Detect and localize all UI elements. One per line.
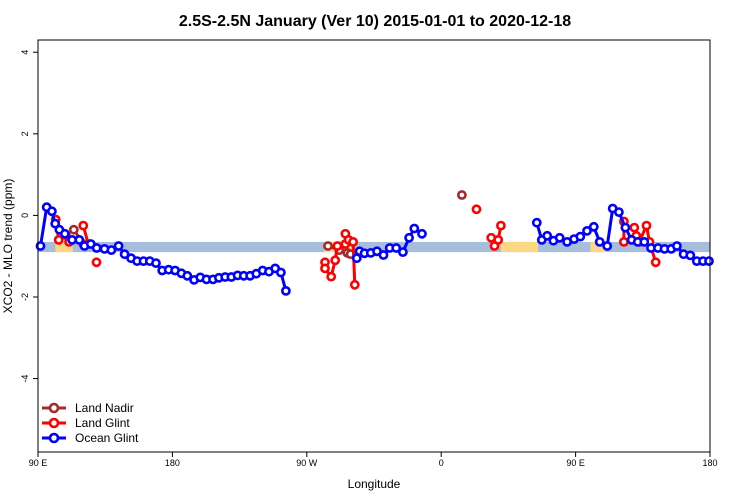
ocean-glint-point [275, 267, 286, 278]
land-glint-point [349, 279, 360, 290]
land-glint-point [326, 271, 337, 282]
legend-item-land-nadir: Land Nadir [42, 401, 134, 415]
x-tick-label: 90 E [566, 458, 585, 468]
legend-label: Land Nadir [75, 401, 134, 415]
ocean-glint-point [575, 231, 586, 242]
series-ocean-glint [35, 202, 714, 296]
land-glint-point [332, 241, 343, 251]
land-glint-point [619, 236, 629, 247]
ocean-glint-point [60, 228, 70, 239]
ocean-glint-point [542, 230, 553, 241]
y-tick-label: 0 [20, 213, 30, 218]
band-highlight [55, 241, 73, 253]
ocean-glint-point [378, 250, 389, 260]
ocean-glint-point [106, 245, 117, 255]
legend-label: Ocean Glint [75, 431, 139, 445]
ocean-glint-point [704, 256, 714, 266]
ocean-glint-point [35, 241, 46, 251]
x-tick-label: 90 E [29, 458, 48, 468]
legend-label: Land Glint [75, 416, 130, 430]
land-glint-point [641, 220, 652, 231]
ocean-glint-point [582, 225, 592, 236]
y-axis-title: XCO2 - MLO trend (ppm) [1, 179, 15, 314]
x-tick-label: 90 W [296, 458, 318, 468]
land-glint-point [78, 220, 89, 231]
y-tick-label: 2 [20, 131, 30, 136]
y-tick-label: -2 [20, 293, 30, 301]
ocean-glint-point [74, 234, 85, 245]
ocean-glint-point [182, 270, 193, 281]
legend-item-ocean-glint: Ocean Glint [42, 431, 139, 445]
band-highlight [500, 241, 539, 253]
ocean-glint-point [639, 236, 650, 247]
legend-swatch-marker [48, 402, 60, 414]
ocean-glint-point [554, 232, 565, 243]
ocean-glint-point [672, 241, 682, 251]
land-glint-point [330, 255, 341, 266]
land-glint-point [650, 257, 661, 268]
y-axis: -4 -2 0 2 4 [20, 50, 38, 383]
ocean-glint-point [91, 243, 102, 253]
land-glint-point [471, 204, 482, 215]
land-glint-point [91, 257, 102, 268]
x-axis-title: Longitude [348, 477, 401, 491]
ocean-glint-point [397, 247, 408, 257]
ocean-glint-point [685, 250, 696, 261]
land-nadir-point [68, 224, 79, 235]
land-glint-point [495, 220, 506, 231]
land-glint-point [348, 236, 358, 247]
land-nadir-point [456, 190, 467, 200]
ocean-glint-point [614, 207, 624, 217]
ocean-glint-point [620, 222, 631, 233]
ocean-glint-point [151, 258, 161, 268]
chart-title: 2.5S-2.5N January (Ver 10) 2015-01-01 to… [179, 13, 571, 30]
ocean-glint-point [280, 285, 291, 296]
ocean-glint-point [391, 243, 402, 253]
ocean-glint-point [531, 217, 542, 228]
plot-series [35, 190, 714, 296]
legend-swatch-marker [48, 417, 60, 429]
reference-band-fill [38, 241, 710, 253]
legend-swatch-marker [48, 432, 60, 444]
ocean-glint-point [404, 232, 414, 243]
ocean-glint-point [417, 228, 427, 239]
x-tick-label: 180 [165, 458, 180, 468]
band-highlight [590, 241, 606, 253]
x-axis: 90 E 180 90 W 0 90 E 180 [29, 452, 718, 468]
y-tick-label: 4 [20, 50, 30, 55]
ocean-glint-point [47, 206, 57, 217]
ocean-glint-point [594, 236, 605, 247]
plot-frame [37, 39, 711, 453]
land-glint-point [493, 234, 504, 245]
land-glint-point [53, 234, 64, 245]
x-tick-label: 180 [702, 458, 717, 468]
ocean-glint-point [119, 249, 130, 260]
legend-item-land-glint: Land Glint [42, 416, 130, 430]
land-nadir-point [323, 241, 333, 251]
ocean-glint-point [602, 241, 613, 251]
x-tick-label: 0 [439, 458, 444, 468]
y-tick-label: -4 [20, 375, 30, 383]
ocean-glint-point [588, 221, 599, 232]
ocean-glint-point [113, 241, 124, 251]
land-glint-point [629, 222, 640, 233]
land-glint-point [320, 263, 330, 274]
ocean-glint-point [409, 223, 420, 234]
